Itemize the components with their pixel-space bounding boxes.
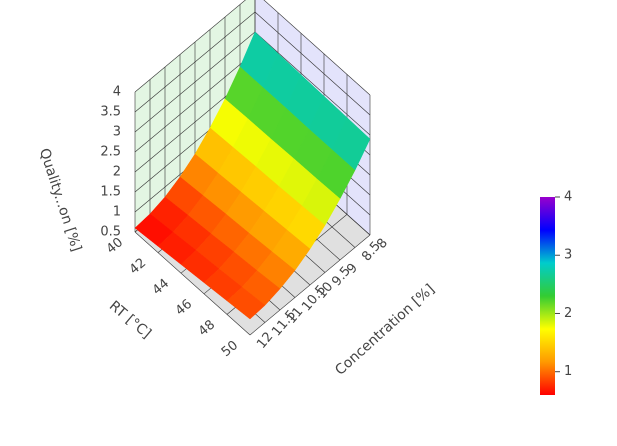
x-tick-label: 42 [127, 256, 149, 278]
y-axis-title: Concentration [%] [332, 281, 438, 378]
z-tick-label: 4 [113, 85, 121, 100]
colorbar-tick-label: 3 [564, 248, 572, 263]
x-tick-label: 50 [219, 338, 241, 360]
z-tick-label: 1 [113, 205, 121, 220]
grid-line [254, 11, 371, 116]
z-tick-label: 3.5 [100, 105, 121, 120]
grid-line [254, 31, 371, 136]
grid-line [134, 0, 246, 93]
z-axis-title: Quality...on [%] [36, 146, 84, 253]
x-tick-label: 44 [150, 276, 172, 298]
x-tick-label: 48 [196, 317, 218, 339]
z-tick-label: 0.5 [100, 225, 121, 240]
grid-line [134, 11, 256, 113]
grid-line [263, 0, 371, 96]
x-tick-label: 46 [173, 297, 195, 319]
surface-patch [226, 286, 266, 320]
z-tick-label: 2.5 [100, 145, 121, 160]
grid-line [134, 51, 256, 153]
colorbar-tick-label: 2 [564, 306, 572, 321]
colorbar-tick-label: 1 [564, 364, 572, 379]
z-tick-label: 2 [113, 165, 121, 180]
colorbar-tick-label: 4 [564, 190, 572, 205]
grid-line [134, 31, 256, 133]
z-tick-label: 1.5 [100, 185, 121, 200]
colorbar [540, 197, 555, 395]
grid-line [134, 231, 251, 336]
z-tick-label: 3 [113, 125, 121, 140]
x-axis-title: RT [°C] [106, 298, 154, 342]
